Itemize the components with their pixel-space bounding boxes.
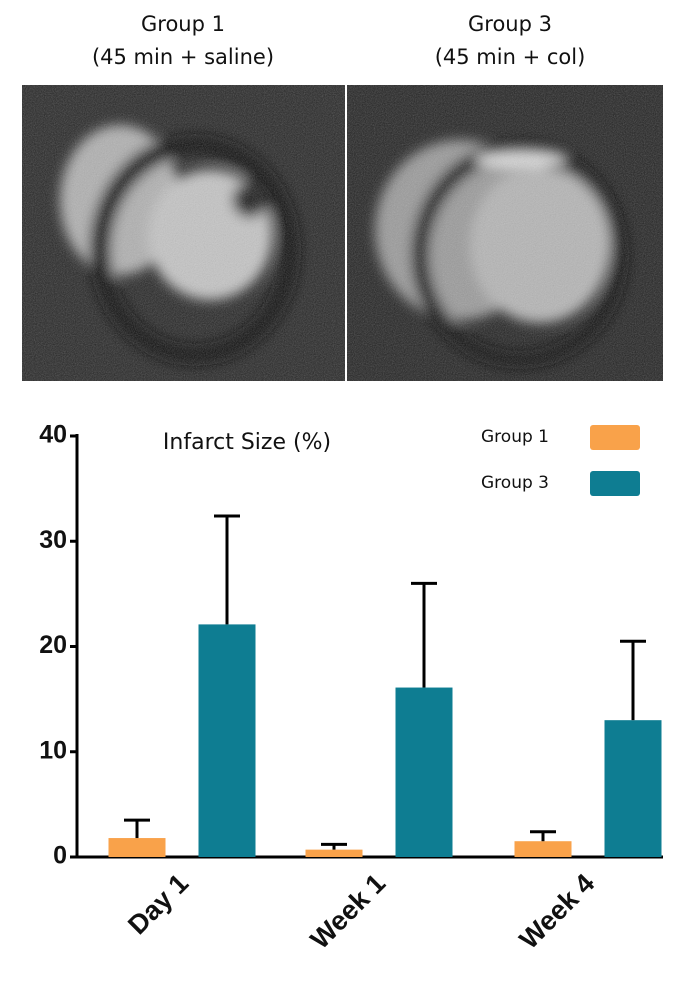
- legend-label: Group 1: [481, 427, 549, 447]
- y-tick-label: 20: [39, 631, 67, 659]
- bar: [305, 849, 363, 857]
- x-tick-label: Week 4: [514, 868, 601, 955]
- bar: [604, 720, 662, 857]
- chart-title: Infarct Size (%): [163, 430, 331, 455]
- x-tick-label: Week 1: [305, 868, 392, 955]
- image-subtitle: (45 min + col): [435, 45, 586, 69]
- mri-image: [347, 85, 663, 381]
- image-title: Group 1: [141, 12, 225, 36]
- legend-swatch: [590, 471, 640, 496]
- y-tick-label: 10: [39, 736, 67, 764]
- bar: [108, 838, 166, 857]
- y-tick-label: 0: [53, 842, 67, 870]
- bar: [514, 841, 572, 857]
- legend-swatch: [590, 425, 640, 450]
- bar: [395, 687, 453, 857]
- bar: [198, 624, 256, 857]
- x-tick-label: Day 1: [122, 868, 194, 940]
- y-tick-label: 40: [39, 421, 67, 449]
- legend-label: Group 3: [481, 473, 549, 493]
- y-tick-label: 30: [39, 526, 67, 554]
- image-subtitle: (45 min + saline): [92, 45, 274, 69]
- image-title: Group 3: [468, 12, 552, 36]
- mri-image: [22, 85, 345, 381]
